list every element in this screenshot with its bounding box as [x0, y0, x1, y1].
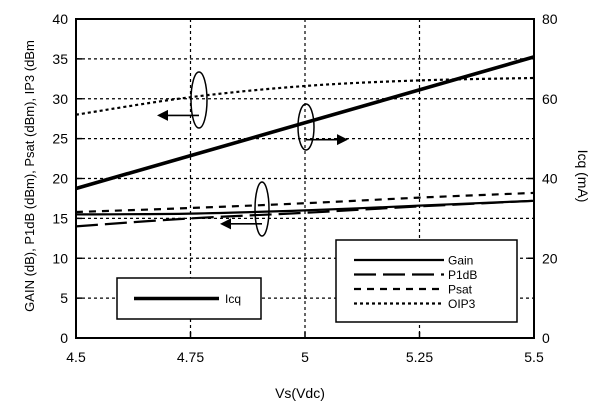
- annotations: [157, 71, 348, 237]
- x-tick-label: 5.25: [406, 349, 433, 365]
- labels: Vs(Vdc) GAIN (dB), P1dB (dBm), Psat (dBm…: [22, 11, 591, 401]
- x-tick-label: 5: [301, 349, 309, 365]
- y-right-tick-label: 80: [542, 11, 558, 27]
- annotation-ellipse: [254, 181, 270, 237]
- y-left-tick-label: 40: [52, 11, 68, 27]
- annotation-arrowhead: [157, 109, 168, 121]
- y-right-tick-label: 60: [542, 91, 558, 107]
- annotation-ellipse: [190, 71, 208, 129]
- series-line-p1db: [75, 199, 535, 228]
- legend-label-psat: Psat: [448, 283, 473, 297]
- annotation-arrowhead: [337, 134, 348, 146]
- oip3-axis-indicator: [157, 71, 208, 129]
- y-left-tick-label: 30: [52, 91, 68, 107]
- y-left-tick-label: 15: [52, 210, 68, 226]
- y-axis-right-label: Icq (mA): [575, 150, 591, 203]
- y-right-tick-label: 20: [542, 250, 558, 266]
- series-line-psat: [75, 191, 535, 214]
- series: [75, 55, 535, 228]
- axes: [75, 18, 535, 339]
- x-axis-label: Vs(Vdc): [275, 385, 325, 401]
- legend-label-oip3: OIP3: [448, 297, 476, 311]
- y-axis-left-label: GAIN (dB), P1dB (dBm), Psat (dBm), IP3 (…: [22, 40, 37, 312]
- x-tick-label: 5.5: [524, 349, 544, 365]
- y-right-tick-label: 40: [542, 171, 558, 187]
- legend-label-gain: Gain: [448, 254, 473, 268]
- legend-label-icq: Icq: [225, 292, 241, 306]
- icq-axis-indicator: [297, 103, 348, 151]
- annotation-ellipse: [297, 103, 315, 151]
- y-left-tick-label: 25: [52, 131, 68, 147]
- series-line-icq: [75, 55, 535, 191]
- x-tick-label: 4.5: [66, 349, 86, 365]
- annotation-arrowhead: [220, 218, 231, 230]
- legend-label-p1db: P1dB: [448, 268, 477, 282]
- y-left-tick-label: 35: [52, 51, 68, 67]
- series-line-oip3: [75, 76, 535, 116]
- y-left-tick-label: 10: [52, 250, 68, 266]
- legend-right-box: [335, 239, 518, 323]
- y-left-tick-label: 5: [60, 290, 68, 306]
- y-left-tick-label: 0: [60, 330, 68, 346]
- legend-left: Icq: [116, 277, 262, 320]
- power-axis-indicator: [220, 181, 270, 237]
- x-tick-label: 4.75: [177, 349, 204, 365]
- y-right-tick-label: 0: [542, 330, 550, 346]
- y-left-tick-label: 20: [52, 171, 68, 187]
